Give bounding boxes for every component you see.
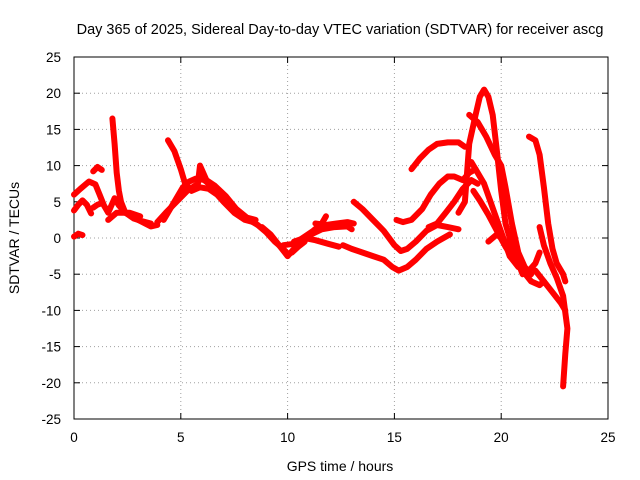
y-axis-label: SDTVAR / TECUs — [6, 182, 22, 294]
y-axis-ticks: -25 -20 -15 -10 -5 0 5 10 15 20 25 — [41, 50, 608, 427]
data-series — [71, 86, 571, 390]
y-tick-label: -5 — [49, 267, 61, 282]
x-axis-label: GPS time / hours — [287, 458, 394, 474]
series-sat-track-6 — [90, 200, 105, 211]
series-sat-track-19 — [408, 139, 468, 173]
series-sat-track-3 — [90, 164, 105, 175]
x-tick-label: 0 — [70, 430, 78, 445]
series-sat-track-22 — [466, 111, 535, 278]
y-tick-label: 20 — [46, 86, 61, 101]
series-sat-track-7 — [105, 209, 144, 223]
y-tick-label: 10 — [46, 159, 61, 174]
chart-title: Day 365 of 2025, Sidereal Day-to-day VTE… — [77, 22, 604, 38]
y-tick-label: -15 — [41, 340, 61, 355]
y-tick-label: -25 — [41, 412, 61, 427]
y-tick-label: 5 — [53, 195, 61, 210]
series-sat-track-8 — [165, 137, 257, 226]
series-sat-track-15 — [312, 219, 357, 228]
series-sat-track-27 — [536, 224, 571, 390]
y-tick-label: 25 — [46, 50, 61, 65]
series-sat-track-14 — [291, 235, 342, 250]
series-sat-track-20 — [425, 177, 481, 231]
series-sat-track-5 — [109, 115, 161, 230]
y-tick-label: -20 — [41, 376, 61, 391]
y-tick-label: -10 — [41, 303, 61, 318]
series-sat-track-4 — [71, 230, 86, 240]
series-sat-track-21 — [455, 86, 526, 278]
series-sat-track-2 — [71, 197, 95, 217]
x-axis-ticks: 0 5 10 15 20 25 — [70, 57, 616, 445]
series-sat-track-17 — [350, 198, 462, 254]
y-tick-label: 15 — [46, 122, 61, 137]
x-tick-label: 20 — [494, 430, 509, 445]
series-sat-track-10 — [154, 162, 259, 226]
y-tick-label: 0 — [53, 231, 61, 246]
x-tick-label: 15 — [387, 430, 402, 445]
x-tick-label: 10 — [280, 430, 295, 445]
grid — [74, 57, 608, 419]
x-tick-label: 25 — [600, 430, 615, 445]
x-tick-label: 5 — [177, 430, 185, 445]
series-sat-track-25 — [485, 231, 547, 289]
series-sat-track-28 — [532, 267, 569, 314]
series-sat-track-26 — [526, 133, 569, 285]
series-sat-track-16 — [340, 231, 453, 274]
